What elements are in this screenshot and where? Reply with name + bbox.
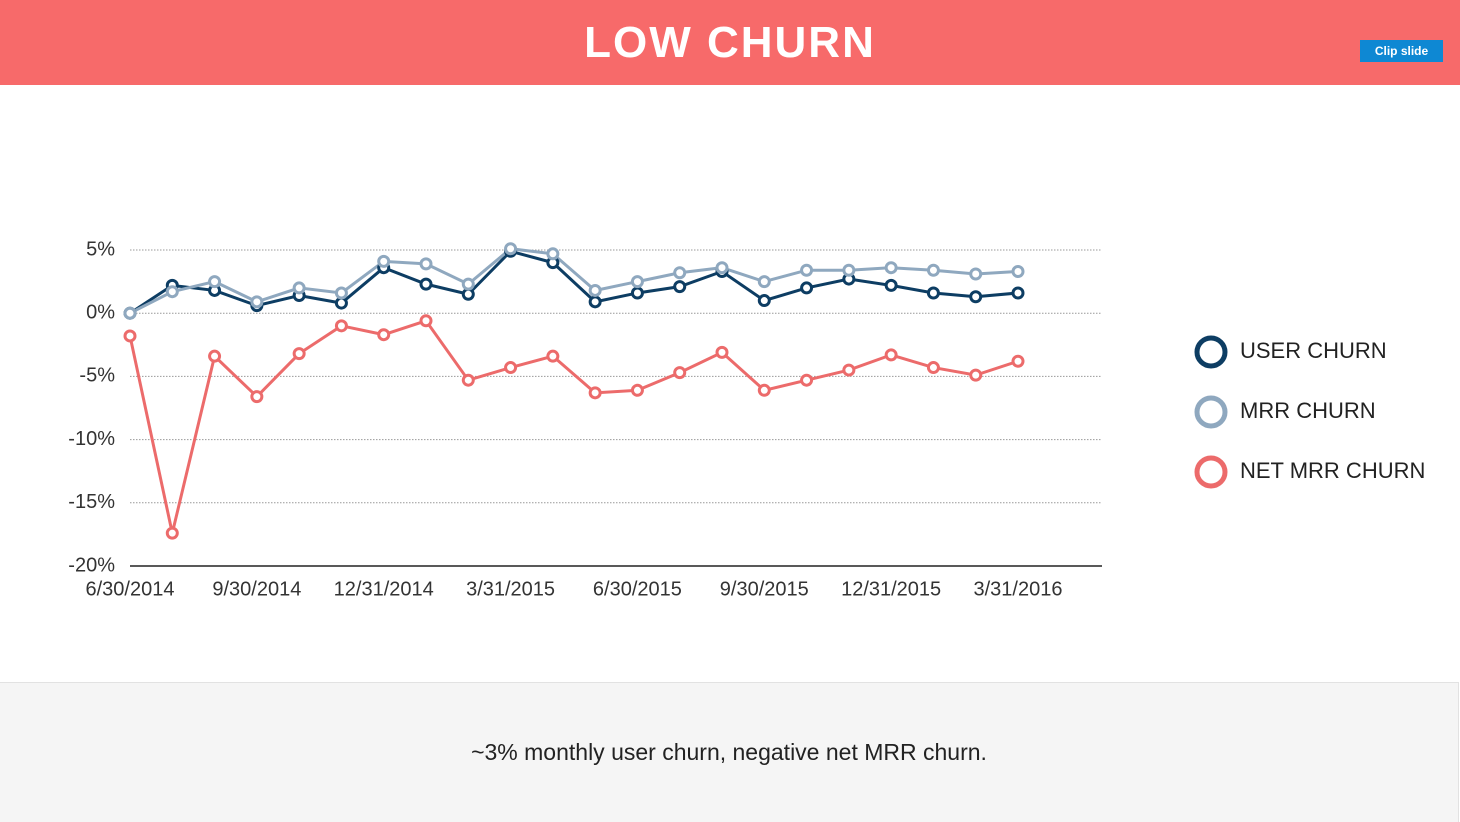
point-marker — [884, 348, 898, 362]
point-marker — [969, 290, 983, 304]
point-marker — [800, 281, 814, 295]
point-marker — [588, 283, 602, 297]
y-tick-label: 5% — [86, 238, 115, 260]
footer: ~3% monthly user churn, negative net MRR… — [0, 682, 1459, 822]
point-marker — [800, 263, 814, 277]
point-marker — [250, 390, 264, 404]
point-marker — [208, 349, 222, 363]
series-line — [129, 249, 1019, 315]
point-marker — [757, 275, 771, 289]
point-marker — [884, 261, 898, 275]
point-marker — [165, 285, 179, 299]
x-tick-label: 12/31/2015 — [841, 578, 941, 600]
header: LOW CHURN Clip slide — [0, 0, 1460, 85]
point-marker — [673, 366, 687, 380]
point-marker — [334, 319, 348, 333]
point-marker — [461, 287, 475, 301]
legend-label: NET MRR CHURN — [1240, 458, 1425, 483]
x-tick-label: 3/31/2016 — [974, 578, 1063, 600]
y-tick-label: -5% — [79, 365, 115, 387]
point-marker — [926, 361, 940, 375]
point-marker — [419, 277, 433, 291]
x-tick-label: 6/30/2014 — [86, 578, 175, 600]
legend-label: MRR CHURN — [1240, 398, 1376, 423]
point-marker — [588, 295, 602, 309]
point-marker — [673, 280, 687, 294]
slide-title: LOW CHURN — [584, 18, 876, 67]
legend-marker — [1194, 455, 1228, 489]
point-marker — [969, 368, 983, 382]
point-marker — [1011, 354, 1025, 368]
y-tick-label: 0% — [86, 301, 115, 323]
point-marker — [292, 281, 306, 295]
point-marker — [673, 266, 687, 280]
series-line — [128, 319, 1019, 534]
point-marker — [123, 329, 137, 343]
legend-label: USER CHURN — [1240, 338, 1387, 363]
point-marker — [461, 277, 475, 291]
point-marker — [715, 345, 729, 359]
point-marker — [1011, 286, 1025, 300]
point-marker — [377, 254, 391, 268]
x-tick-label: 6/30/2015 — [593, 578, 682, 600]
point-marker — [630, 383, 644, 397]
point-marker — [546, 247, 560, 261]
point-marker — [250, 295, 264, 309]
point-marker — [757, 294, 771, 308]
x-tick-label: 12/31/2014 — [334, 578, 434, 600]
point-marker — [504, 361, 518, 375]
point-marker — [292, 347, 306, 361]
y-tick-label: -20% — [68, 554, 115, 576]
point-marker — [334, 286, 348, 300]
point-marker — [884, 278, 898, 292]
caption: ~3% monthly user churn, negative net MRR… — [471, 739, 987, 765]
point-marker — [757, 383, 771, 397]
y-tick-label: -15% — [68, 491, 115, 513]
point-marker — [419, 314, 433, 328]
point-marker — [546, 349, 560, 363]
y-tick-label: -10% — [68, 428, 115, 450]
point-marker — [334, 296, 348, 310]
point-marker — [630, 275, 644, 289]
point-marker — [1011, 264, 1025, 278]
x-tick-label: 9/30/2015 — [720, 578, 809, 600]
point-marker — [208, 275, 222, 289]
point-marker — [926, 263, 940, 277]
chart: 5% 0% -5% -10% -15% -20%6/30/2014 9/30/2014 12/… — [68, 238, 1425, 600]
x-tick-label: 3/31/2015 — [466, 578, 555, 600]
point-marker — [842, 263, 856, 277]
clip-slide-button[interactable]: Clip slide — [1360, 40, 1443, 62]
point-marker — [377, 328, 391, 342]
point-marker — [926, 286, 940, 300]
point-marker — [165, 526, 179, 540]
point-marker — [461, 373, 475, 387]
point-marker — [630, 286, 644, 300]
point-marker — [969, 267, 983, 281]
x-tick-label: 9/30/2014 — [212, 578, 301, 600]
series-line — [129, 247, 1019, 315]
point-marker — [123, 306, 137, 320]
point-marker — [800, 373, 814, 387]
legend-marker — [1194, 335, 1228, 369]
point-marker — [504, 242, 518, 256]
point-marker — [588, 386, 602, 400]
point-marker — [715, 261, 729, 275]
point-marker — [419, 257, 433, 271]
legend-marker — [1194, 395, 1228, 429]
point-marker — [842, 363, 856, 377]
